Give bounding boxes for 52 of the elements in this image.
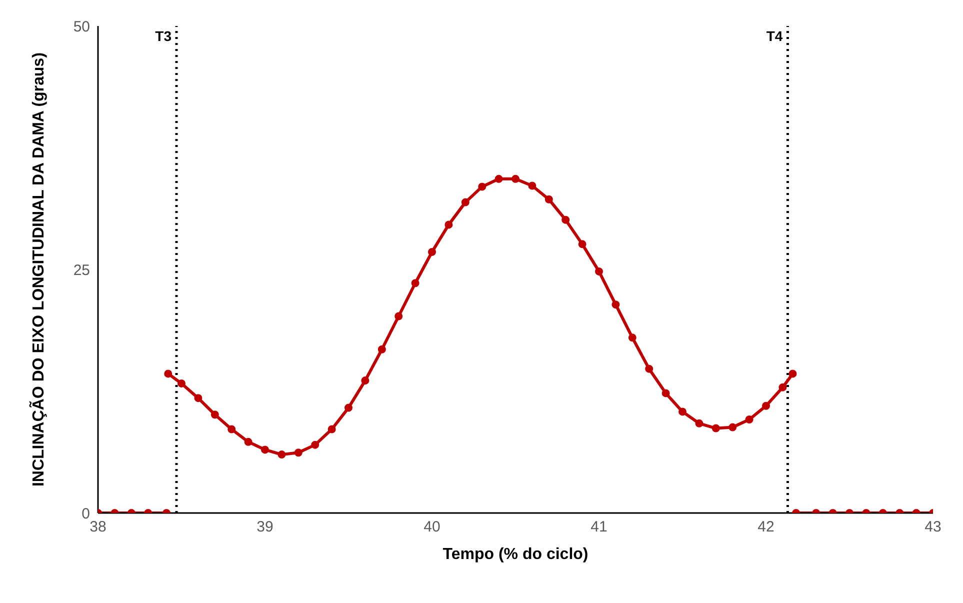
y-tick-label: 0 bbox=[82, 505, 90, 522]
point bbox=[712, 424, 720, 432]
point bbox=[528, 182, 536, 190]
point bbox=[294, 448, 302, 457]
y-tick-label: 25 bbox=[73, 262, 90, 279]
point bbox=[645, 364, 654, 373]
x-tick-label: 40 bbox=[424, 518, 440, 536]
point bbox=[728, 423, 737, 432]
point bbox=[228, 425, 236, 434]
point bbox=[695, 419, 704, 428]
point bbox=[210, 410, 219, 419]
point bbox=[478, 182, 486, 191]
point bbox=[411, 279, 420, 288]
point bbox=[612, 300, 620, 309]
point bbox=[278, 450, 286, 459]
point bbox=[311, 440, 320, 449]
x-tick-label: 39 bbox=[256, 518, 274, 536]
y-axis-title: INCLINAÇÃO DO EIXO LONGITUDINAL DA DAMA (graus) bbox=[28, 52, 48, 487]
point bbox=[328, 425, 336, 434]
point bbox=[678, 408, 686, 416]
x-tick-label: 41 bbox=[590, 518, 608, 536]
point bbox=[778, 383, 787, 392]
point bbox=[261, 446, 269, 454]
x-tick-label: 38 bbox=[90, 518, 106, 536]
point bbox=[512, 174, 520, 183]
point bbox=[444, 220, 453, 229]
point bbox=[194, 394, 202, 402]
point bbox=[762, 402, 770, 410]
point bbox=[745, 415, 754, 424]
point bbox=[461, 198, 470, 206]
x-tick-label: 43 bbox=[924, 518, 942, 536]
point bbox=[544, 195, 553, 204]
point bbox=[595, 267, 603, 276]
point bbox=[428, 248, 436, 256]
point bbox=[494, 174, 503, 183]
point bbox=[628, 334, 636, 342]
point bbox=[361, 376, 370, 385]
point bbox=[178, 379, 186, 388]
y-tick-label: 50 bbox=[73, 18, 90, 36]
point bbox=[788, 370, 797, 378]
point bbox=[244, 438, 252, 446]
point bbox=[562, 216, 570, 224]
point bbox=[344, 404, 352, 412]
point bbox=[164, 370, 172, 378]
point bbox=[378, 345, 386, 354]
ref-line-label: T3 bbox=[155, 28, 172, 44]
x-axis-title: Tempo (% do ciclo) bbox=[442, 546, 588, 563]
point bbox=[578, 240, 586, 248]
ref-line-label: T4 bbox=[766, 28, 783, 44]
point bbox=[394, 312, 403, 320]
x-tick-label: 42 bbox=[758, 518, 774, 536]
point bbox=[662, 389, 670, 398]
